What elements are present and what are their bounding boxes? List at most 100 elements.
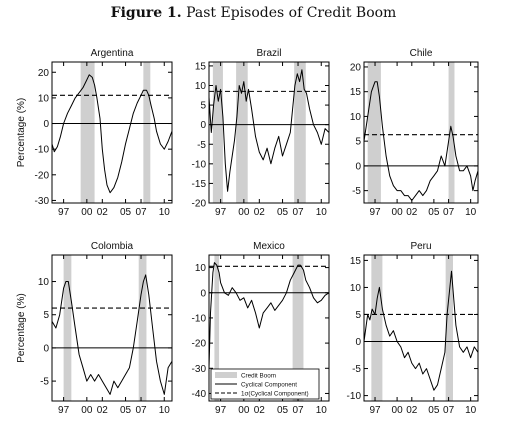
x-tick-label: 97 [369, 405, 381, 416]
y-tick-label: -20 [35, 170, 50, 181]
x-tick-label: 07 [292, 207, 304, 218]
credit-boom-band [80, 62, 95, 203]
panel-title: Colombia [91, 241, 134, 252]
cyclical-component-line [208, 262, 330, 369]
x-tick-label: 10 [316, 207, 328, 218]
panel-peru [363, 254, 479, 402]
x-tick-label: 02 [97, 405, 109, 416]
legend-label-boom: Credit Boom [241, 373, 276, 380]
x-tick-label: 02 [406, 207, 418, 218]
credit-boom-band [371, 255, 383, 401]
panel-frame [51, 61, 173, 204]
credit-boom-band [445, 255, 453, 401]
x-tick-label: 00 [81, 207, 93, 218]
credit-boom-band [214, 255, 220, 401]
y-tick-label: 5 [355, 310, 361, 321]
x-tick-label: 07 [443, 207, 455, 218]
panel-argentina [51, 61, 173, 204]
panel-title: Argentina [91, 48, 134, 59]
x-tick-label: 00 [238, 405, 250, 416]
panel-frame [363, 254, 479, 402]
x-tick-label: 02 [406, 405, 418, 416]
panel-title: Brazil [256, 48, 281, 59]
y-tick-label: 0 [355, 337, 361, 348]
x-tick-label: 97 [58, 207, 70, 218]
y-tick-label: -20 [192, 199, 207, 210]
panel-frame [363, 61, 479, 204]
cyclical-component-line [51, 74, 173, 194]
y-tick-label: -40 [192, 389, 207, 400]
y-tick-label: 5 [355, 137, 361, 148]
credit-boom-band [63, 255, 72, 401]
y-tick-label: -10 [35, 145, 50, 156]
cyclical-component-line [363, 270, 479, 391]
x-tick-label: 05 [120, 207, 132, 218]
credit-boom-band [143, 62, 151, 203]
cyclical-component-line [51, 274, 173, 395]
x-tick-label: 07 [135, 207, 147, 218]
x-tick-label: 97 [58, 405, 70, 416]
y-tick-label: 0 [43, 119, 49, 130]
figure-title-text: Past Episodes of Credit Boom [186, 5, 397, 21]
panel-colombia [51, 254, 173, 402]
y-tick-label: 5 [200, 101, 206, 112]
y-tick-label: -15 [192, 179, 207, 190]
x-tick-label: 00 [392, 405, 404, 416]
panel-title: Peru [410, 241, 431, 252]
panel-chile [363, 61, 479, 204]
y-tick-label: 15 [195, 61, 207, 72]
x-tick-label: 00 [392, 207, 404, 218]
x-tick-label: 97 [215, 405, 227, 416]
y-tick-label: 0 [43, 343, 49, 354]
x-tick-label: 05 [277, 207, 289, 218]
y-tick-label: 10 [38, 93, 50, 104]
y-tick-label: 10 [350, 112, 362, 123]
y-axis-label: Percentage (%) [16, 98, 27, 167]
panel-brazil [208, 61, 330, 204]
x-tick-label: 10 [465, 207, 477, 218]
x-tick-label: 10 [316, 405, 328, 416]
x-tick-label: 05 [428, 405, 440, 416]
x-tick-label: 05 [277, 405, 289, 416]
y-tick-label: 20 [38, 68, 50, 79]
credit-boom-band [138, 255, 147, 401]
y-tick-label: 20 [350, 62, 362, 73]
y-tick-label: -5 [352, 364, 361, 375]
y-tick-label: -30 [35, 196, 50, 207]
panel-mexico [208, 254, 330, 402]
y-tick-label: -5 [352, 186, 361, 197]
credit-boom-band [212, 62, 223, 203]
x-tick-label: 10 [465, 405, 477, 416]
y-tick-label: 0 [200, 288, 206, 299]
legend-swatch-boom [215, 372, 237, 378]
y-tick-label: -20 [192, 339, 207, 350]
panel-frame [208, 61, 330, 204]
y-tick-label: -5 [40, 377, 49, 388]
x-tick-label: 05 [120, 405, 132, 416]
x-tick-label: 07 [443, 405, 455, 416]
credit-boom-band [292, 255, 304, 401]
y-tick-label: -5 [197, 140, 206, 151]
y-tick-label: 10 [195, 81, 207, 92]
y-tick-label: -10 [347, 391, 362, 402]
panel-frame [51, 254, 173, 402]
credit-boom-band [236, 62, 248, 203]
cyclical-component-line [208, 69, 330, 192]
x-tick-label: 97 [369, 207, 381, 218]
y-tick-label: 10 [195, 263, 207, 274]
panel-title: Mexico [253, 241, 285, 252]
panel-title: Chile [410, 48, 433, 59]
y-tick-label: 15 [350, 256, 362, 267]
y-tick-label: 5 [43, 310, 49, 321]
y-tick-label: -30 [192, 364, 207, 375]
x-tick-label: 02 [254, 405, 266, 416]
x-tick-label: 05 [428, 207, 440, 218]
y-tick-label: 10 [38, 277, 50, 288]
x-tick-label: 07 [292, 405, 304, 416]
figure-label: Figure 1. [110, 5, 182, 21]
x-tick-label: 10 [159, 405, 171, 416]
cyclical-component-line [363, 81, 479, 201]
x-tick-label: 97 [215, 207, 227, 218]
y-tick-label: 0 [200, 120, 206, 131]
